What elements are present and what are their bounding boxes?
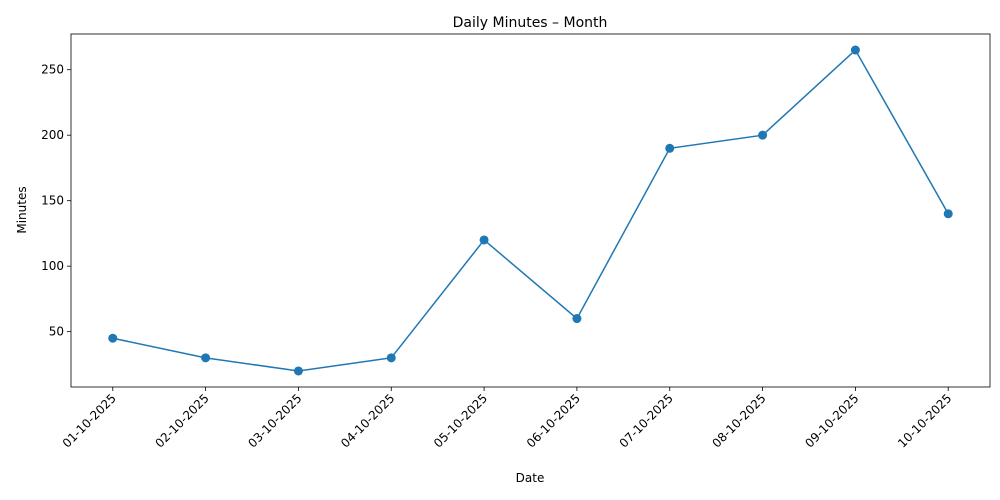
data-point: [386, 353, 396, 363]
data-point: [201, 353, 211, 363]
x-tick-label: 04-10-2025: [338, 391, 397, 450]
x-tick-label: 05-10-2025: [431, 391, 490, 450]
y-tick-label: 50: [49, 325, 64, 339]
data-line: [112, 48, 949, 372]
chart-title: Daily Minutes – Month: [453, 15, 608, 31]
data-point: [479, 235, 489, 245]
x-tick-label: 10-10-2025: [895, 391, 954, 450]
y-tick-label: 250: [41, 63, 64, 77]
y-tick-label: 100: [41, 259, 64, 273]
x-tick-label: 06-10-2025: [524, 391, 583, 450]
x-axis-label: Date: [516, 471, 545, 485]
plot-frame: [70, 33, 991, 388]
data-point: [572, 314, 582, 324]
y-tick-label: 200: [41, 128, 64, 142]
data-point: [850, 45, 860, 55]
x-tick-label: 07-10-2025: [617, 391, 676, 450]
x-tick-label: 02-10-2025: [153, 391, 212, 450]
data-point: [665, 143, 675, 153]
x-tick-label: 01-10-2025: [60, 391, 119, 450]
y-axis-label: Minutes: [15, 186, 29, 233]
y-tick-label: 150: [41, 194, 64, 208]
data-point: [293, 366, 303, 376]
data-point: [943, 209, 953, 219]
data-point: [108, 333, 118, 343]
x-tick-label: 03-10-2025: [245, 391, 304, 450]
data-point: [758, 130, 768, 140]
x-tick-label: 09-10-2025: [802, 391, 861, 450]
x-tick-label: 08-10-2025: [709, 391, 768, 450]
